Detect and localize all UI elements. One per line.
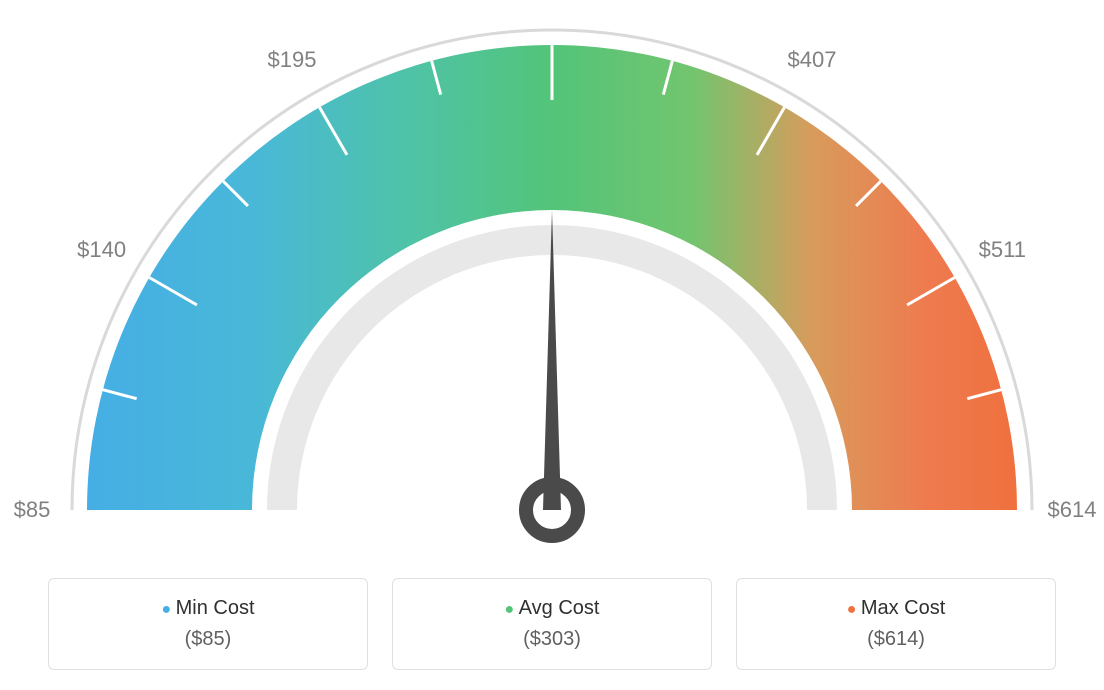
legend-min-title: Min Cost xyxy=(59,597,357,620)
legend-max-title-text: Max Cost xyxy=(861,597,945,619)
gauge-chart: $85 $140 $195 $303 $407 $511 $614 xyxy=(0,0,1104,570)
gauge-tick-label: $195 xyxy=(268,47,317,73)
gauge-tick-label: $140 xyxy=(77,237,126,263)
legend-card-avg: Avg Cost ($303) xyxy=(392,578,712,670)
gauge-tick-label: $303 xyxy=(528,0,577,3)
gauge-tick-label: $85 xyxy=(14,497,51,523)
legend-min-title-text: Min Cost xyxy=(176,597,255,619)
legend-max-value: ($614) xyxy=(747,628,1045,651)
gauge-svg xyxy=(0,0,1104,570)
legend-row: Min Cost ($85) Avg Cost ($303) Max Cost … xyxy=(0,578,1104,670)
gauge-tick-label: $407 xyxy=(788,47,837,73)
legend-avg-value: ($303) xyxy=(403,628,701,651)
legend-max-title: Max Cost xyxy=(747,597,1045,620)
legend-card-min: Min Cost ($85) xyxy=(48,578,368,670)
legend-avg-title: Avg Cost xyxy=(403,597,701,620)
legend-card-max: Max Cost ($614) xyxy=(736,578,1056,670)
gauge-tick-label: $511 xyxy=(979,237,1026,263)
legend-avg-title-text: Avg Cost xyxy=(519,597,600,619)
gauge-tick-label: $614 xyxy=(1048,497,1097,523)
legend-min-value: ($85) xyxy=(59,628,357,651)
